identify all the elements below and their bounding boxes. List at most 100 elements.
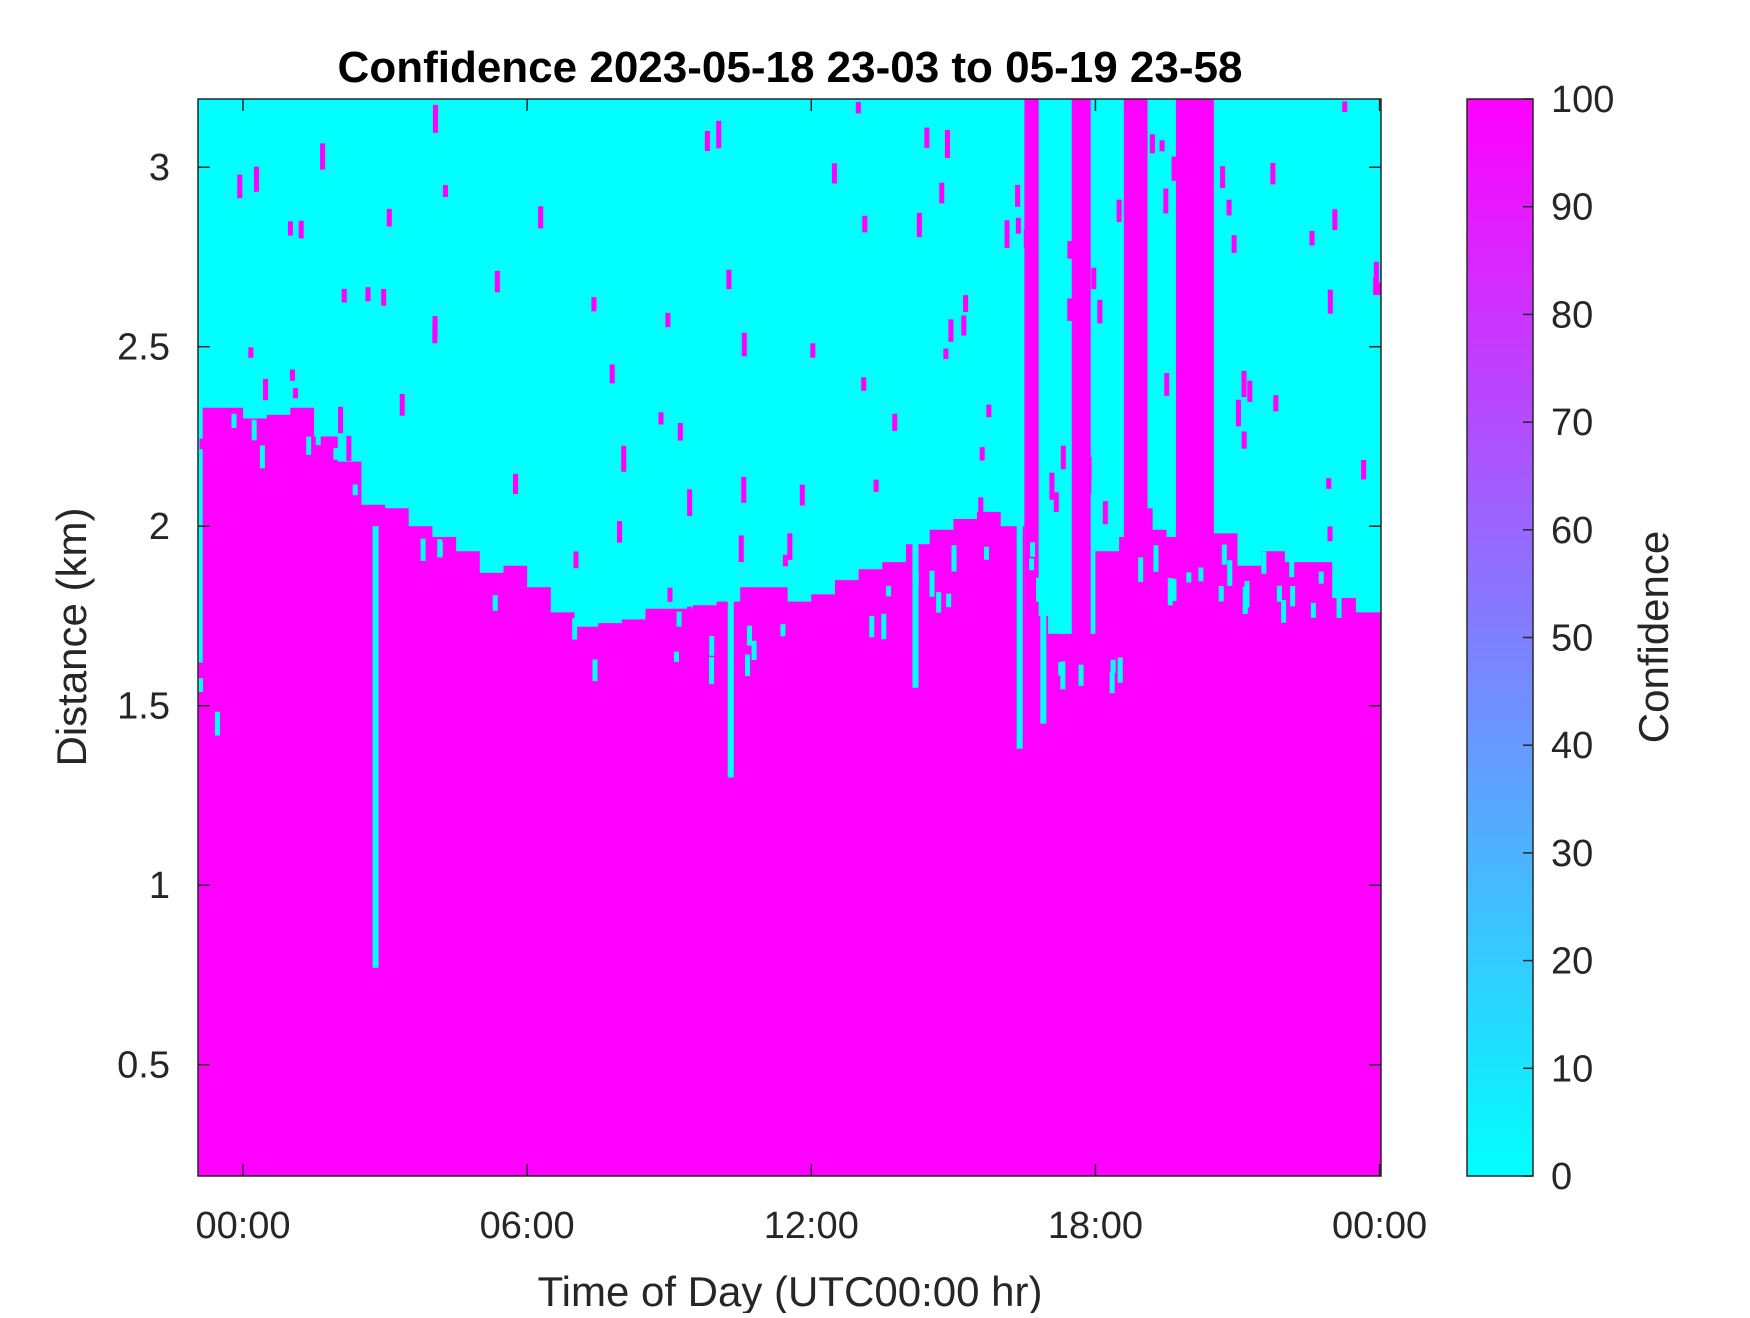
speckle [869,615,875,638]
speckle [1058,662,1064,676]
speckle [687,489,693,517]
plume-0 [1071,99,1091,1015]
speckle [1336,597,1342,619]
speckle [1332,209,1338,231]
speckle [420,538,426,561]
speckle [1309,230,1315,246]
colorbar-tick-label: 10 [1551,1048,1593,1090]
speckle [1109,672,1115,694]
speckle [333,448,339,460]
speckle [673,651,679,662]
speckle [741,476,747,503]
speckle [386,208,392,227]
speckle [609,364,615,384]
speckle [251,419,257,441]
speckle [979,447,985,461]
speckle [237,174,243,199]
speckle [1281,599,1287,623]
speckle [1235,399,1241,427]
speckle [741,332,747,357]
speckle [617,521,623,543]
speckle [1067,298,1073,321]
speckle [253,166,259,192]
speckle [716,120,722,149]
speckle [1342,101,1348,113]
speckle [1289,557,1295,578]
colorbar-tick-label: 80 [1551,294,1593,336]
x-axis-ticks: 00:00 06:00 12:00 18:00 00:00 [195,99,1427,1247]
speckle [862,215,868,233]
high-confidence-plumes [1024,99,1214,1015]
speckle [963,295,969,313]
plume-2 [1175,99,1214,1015]
speckle [292,388,298,399]
y-tick-label: 1 [149,865,170,907]
speckle [573,551,579,569]
speckle [1261,551,1267,574]
speckle [745,654,751,677]
colorbar-tick-label: 90 [1551,187,1593,229]
speckle [1026,258,1032,286]
x-axis-label: Time of Day (UTC00:00 hr) [538,1268,1043,1313]
speckle [432,325,438,344]
speckle [320,143,326,170]
speckle [886,585,892,597]
speckle [437,539,443,558]
speckle [1373,261,1379,286]
speckle [799,484,805,506]
y-axis-label: Distance (km) [48,507,95,766]
speckle [1060,619,1066,635]
speckle [1149,134,1155,154]
low-confidence-dips [372,526,1047,968]
speckle [667,587,673,602]
speckle [1171,578,1177,602]
speckle [1017,521,1023,535]
speckle [1036,577,1042,602]
speckle [259,445,265,469]
speckle [492,595,498,611]
speckle [1310,602,1316,618]
y-tick-label: 1.5 [117,686,170,728]
speckle [1167,577,1173,606]
speckle [924,127,930,148]
speckle [1029,558,1035,571]
speckle [1188,464,1194,480]
speckle [572,618,578,640]
speckle [1153,545,1159,572]
speckle [1097,299,1103,324]
speckle [951,545,957,572]
dip-0 [372,526,379,968]
colorbar-tick-label: 20 [1551,941,1593,983]
speckle [986,404,992,418]
speckle [591,297,597,312]
speckle [1015,217,1021,234]
speckle [676,611,682,627]
speckle [726,269,732,290]
speckle [287,221,293,236]
speckle [1067,241,1073,259]
speckle [1231,235,1237,253]
speckle [936,592,942,613]
dip-4 [1040,526,1047,724]
speckle [978,497,984,522]
y-tick-label: 0.5 [117,1045,170,1087]
speckle [943,348,949,359]
speckle [1060,445,1066,470]
speckle [1220,166,1226,189]
colorbar-tick-label: 70 [1551,402,1593,444]
speckle [1102,501,1108,525]
speckle [1164,373,1170,396]
speckle [939,182,945,204]
speckle [1227,560,1233,586]
speckle [948,319,954,342]
speckle [1091,267,1097,290]
speckle [1049,472,1055,500]
plot-frame [197,98,1382,1177]
dip-3 [1016,526,1023,749]
speckle [1053,492,1059,512]
speckle [248,347,254,358]
x-tick-label: 00:00 [1332,1205,1427,1247]
speckle [1159,140,1165,152]
speckle [1078,664,1084,686]
